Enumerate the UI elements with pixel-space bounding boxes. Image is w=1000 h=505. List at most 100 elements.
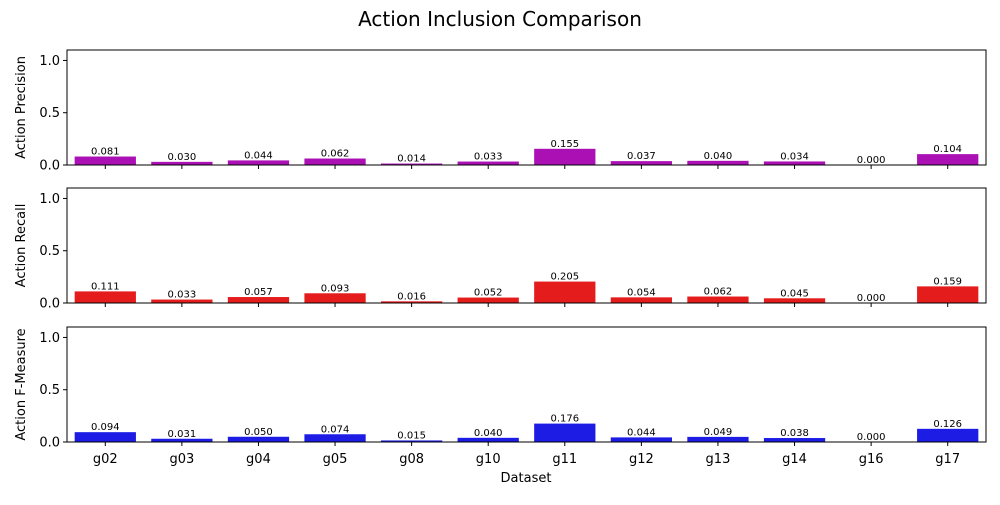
panel-1: 0.081 0.030 0.044 0.062 0.014 0.033 0.155 0.037…: [14, 49, 987, 174]
x-tick-label-g10: g10: [476, 452, 501, 467]
value-label-g03: 0.031: [168, 429, 197, 440]
x-tick-label-g16: g16: [859, 452, 884, 467]
value-label-g13: 0.040: [704, 151, 733, 162]
chart-panels: 0.081 0.030 0.044 0.062 0.014 0.033 0.155 0.037…: [14, 49, 987, 467]
value-label-g10: 0.033: [474, 152, 503, 163]
value-label-g14: 0.045: [780, 288, 809, 299]
bar-g05: [304, 158, 366, 165]
x-tick-label-g11: g11: [552, 452, 577, 467]
value-label-g13: 0.049: [704, 427, 733, 438]
x-tick-label-g14: g14: [782, 452, 807, 467]
value-label-g10: 0.052: [474, 288, 503, 299]
y-tick-label: 0.0: [39, 159, 60, 174]
bar-g04: [227, 436, 290, 442]
bar-g12: [610, 297, 673, 303]
value-label-g16: 0.000: [857, 293, 886, 304]
bar-g13: [687, 160, 749, 165]
bar-g08: [380, 163, 443, 165]
value-label-g17: 0.104: [933, 144, 962, 155]
bar-g11: [534, 423, 596, 442]
plot-frame: [66, 187, 987, 304]
y-tick-label: 0.0: [39, 297, 60, 312]
bar-g08: [380, 301, 443, 303]
bar-g17: [917, 154, 979, 165]
bar-g13: [687, 296, 749, 303]
bar-g10: [457, 297, 519, 303]
x-tick-label-g03: g03: [169, 452, 194, 467]
value-label-g02: 0.094: [91, 422, 120, 433]
value-label-g04: 0.050: [244, 427, 273, 438]
bar-g10: [457, 161, 519, 165]
bar-g05: [304, 293, 366, 303]
bar-g17: [917, 286, 979, 303]
bar-g04: [227, 297, 290, 303]
value-label-g05: 0.074: [321, 424, 350, 435]
y-axis-label: Action F-Measure: [14, 328, 29, 440]
bar-g11: [534, 281, 596, 303]
value-label-g14: 0.034: [780, 151, 809, 162]
chart-title: Action Inclusion Comparison: [358, 7, 642, 31]
bar-g13: [687, 436, 749, 442]
bar-g08: [380, 440, 443, 442]
y-tick-label: 0.5: [39, 383, 60, 398]
value-label-g03: 0.033: [168, 290, 197, 301]
bar-g02: [74, 432, 136, 442]
x-tick-label-g13: g13: [706, 452, 731, 467]
value-label-g08: 0.016: [397, 291, 426, 302]
bar-g14: [763, 161, 826, 165]
bar-g17: [917, 428, 979, 442]
x-tick-label-g05: g05: [323, 452, 348, 467]
y-axis-label: Action Recall: [14, 204, 29, 288]
panel-2: 0.111 0.033 0.057 0.093 0.016 0.052 0.205 0.054…: [14, 187, 987, 312]
bar-g04: [227, 160, 290, 165]
value-label-g17: 0.126: [933, 419, 962, 430]
value-label-g12: 0.037: [627, 151, 656, 162]
y-tick-label: 1.0: [39, 331, 60, 346]
plot-frame: [66, 49, 987, 166]
value-label-g17: 0.159: [933, 276, 962, 287]
bar-g02: [74, 156, 136, 165]
bar-g10: [457, 437, 519, 442]
x-tick-label-g02: g02: [93, 452, 118, 467]
bar-g03: [151, 299, 213, 303]
value-label-g13: 0.062: [704, 287, 733, 298]
plot-frame: [66, 326, 987, 443]
x-tick-label-g12: g12: [629, 452, 654, 467]
bar-g03: [151, 161, 213, 165]
value-label-g11: 0.176: [550, 414, 579, 425]
value-label-g14: 0.038: [780, 428, 809, 439]
value-label-g16: 0.000: [857, 155, 886, 166]
value-label-g02: 0.081: [91, 147, 120, 158]
value-label-g11: 0.155: [550, 139, 579, 150]
x-tick-label-g04: g04: [246, 452, 271, 467]
value-label-g10: 0.040: [474, 428, 503, 439]
value-label-g02: 0.111: [91, 281, 120, 292]
value-label-g12: 0.054: [627, 287, 656, 298]
value-label-g04: 0.044: [244, 150, 273, 161]
y-tick-label: 1.0: [39, 192, 60, 207]
y-axis-label: Action Precision: [14, 56, 29, 159]
value-label-g12: 0.044: [627, 427, 656, 438]
value-label-g05: 0.062: [321, 149, 350, 160]
y-tick-label: 1.0: [39, 54, 60, 69]
value-label-g05: 0.093: [321, 283, 350, 294]
value-label-g08: 0.014: [397, 154, 426, 165]
panel-3: 0.094 0.031 0.050 0.074 0.015 0.040 0.176 0.044…: [14, 326, 987, 467]
value-label-g16: 0.000: [857, 432, 886, 443]
bar-g14: [763, 298, 826, 303]
value-label-g11: 0.205: [550, 272, 579, 283]
bar-g12: [610, 437, 673, 442]
x-axis-label: Dataset: [501, 471, 552, 486]
value-label-g08: 0.015: [397, 430, 426, 441]
y-tick-label: 0.0: [39, 436, 60, 451]
bar-g03: [151, 438, 213, 442]
bar-g14: [763, 438, 826, 442]
y-tick-label: 0.5: [39, 244, 60, 259]
y-tick-label: 0.5: [39, 106, 60, 121]
bar-g02: [74, 291, 136, 303]
value-label-g04: 0.057: [244, 287, 273, 298]
bar-g11: [534, 148, 596, 165]
bar-g05: [304, 434, 366, 442]
